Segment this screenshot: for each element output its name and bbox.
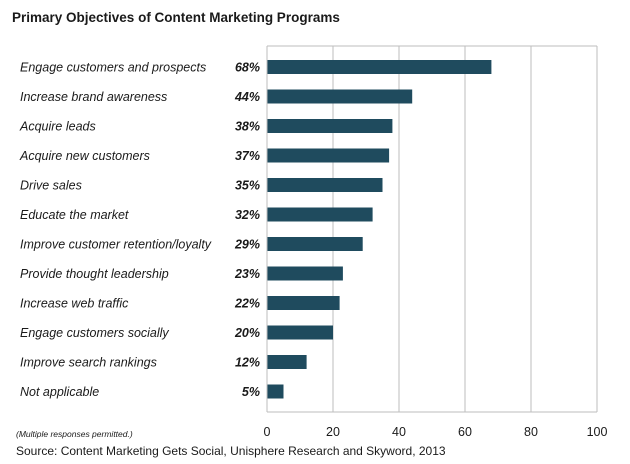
bar: [267, 266, 343, 281]
value-label: 20%: [234, 326, 260, 340]
value-label: 22%: [234, 297, 260, 311]
bar: [267, 119, 393, 133]
category-label: Not applicable: [20, 385, 99, 399]
x-tick-label: 40: [392, 425, 406, 439]
x-tick-label: 0: [264, 425, 271, 439]
bar: [267, 207, 373, 222]
x-axis-ticks: 0 20 40 60 80 100: [264, 425, 608, 439]
value-label: 38%: [235, 120, 260, 134]
value-label: 32%: [235, 208, 260, 222]
chart-title: Primary Objectives of Content Marketing …: [12, 10, 340, 25]
bar: [267, 178, 383, 192]
value-label: 23%: [234, 267, 260, 281]
value-label: 12%: [235, 356, 260, 370]
value-labels: 68% 44% 38% 37% 35% 32% 29% 23% 22% 20% 12% 5%: [234, 61, 260, 400]
category-label: Drive sales: [20, 179, 82, 193]
category-label: Increase web traffic: [20, 297, 129, 311]
value-label: 37%: [235, 149, 260, 163]
bar: [267, 148, 390, 163]
value-label: 5%: [242, 385, 260, 399]
value-label: 29%: [234, 238, 260, 252]
x-tick-label: 80: [524, 425, 538, 439]
bar: [267, 355, 307, 369]
category-label: Improve search rankings: [20, 356, 157, 370]
category-label: Acquire leads: [19, 120, 96, 134]
value-label: 68%: [235, 61, 260, 75]
grid-lines: [266, 45, 598, 413]
bars: [267, 60, 492, 399]
category-label: Acquire new customers: [19, 149, 150, 163]
x-tick-label: 60: [458, 425, 472, 439]
bar: [267, 237, 363, 251]
footnote: (Multiple responses permitted.): [16, 429, 133, 439]
category-labels: Engage customers and prospects Increase b…: [19, 61, 212, 400]
category-label: Improve customer retention/loyalty: [20, 238, 212, 252]
category-label: Engage customers socially: [20, 326, 169, 340]
value-label: 44%: [234, 90, 260, 104]
category-label: Engage customers and prospects: [20, 61, 206, 75]
category-label: Increase brand awareness: [20, 90, 167, 104]
bar: [267, 60, 492, 74]
bar: [267, 296, 340, 310]
value-label: 35%: [235, 179, 260, 193]
bar: [267, 384, 284, 399]
category-label: Provide thought leadership: [20, 267, 169, 281]
source-credit: Source: Content Marketing Gets Social, U…: [16, 444, 446, 458]
bar: [267, 89, 413, 104]
x-tick-label: 20: [326, 425, 340, 439]
x-tick-label: 100: [587, 425, 608, 439]
category-label: Educate the market: [20, 208, 129, 222]
bar: [267, 325, 333, 340]
